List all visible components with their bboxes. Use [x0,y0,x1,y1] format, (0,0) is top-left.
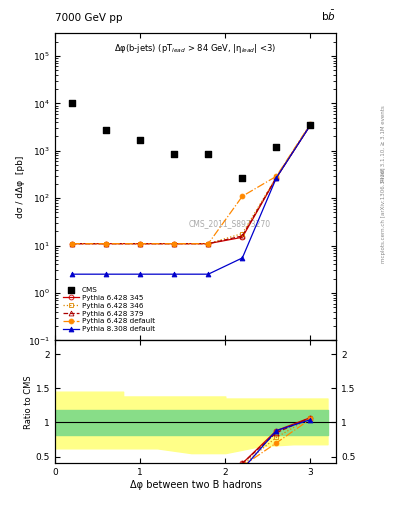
Pythia 6.428 345 [206,241,211,247]
Pythia 6.428 345 [138,241,143,247]
Pythia 8.308 default [172,271,176,278]
Pythia 6.428 345 [274,175,279,181]
Pythia 6.428 default [138,241,143,247]
Pythia 6.428 379 [138,241,143,247]
Pythia 6.428 346 [240,230,245,237]
Pythia 6.428 346 [172,241,176,247]
Pythia 8.308 default [70,271,74,278]
Pythia 6.428 default [206,241,211,247]
Pythia 6.428 379 [104,241,108,247]
Text: Δφ(b-jets) (pT$_{lead}$ > 84 GeV, |η$_{lead}$| <3): Δφ(b-jets) (pT$_{lead}$ > 84 GeV, |η$_{l… [114,42,277,55]
Pythia 8.308 default [240,255,245,261]
Text: Rivet 3.1.10, ≥ 3.1M events: Rivet 3.1.10, ≥ 3.1M events [381,105,386,182]
Y-axis label: Ratio to CMS: Ratio to CMS [24,375,33,429]
Line: Pythia 6.428 346: Pythia 6.428 346 [70,122,313,246]
Pythia 6.428 379 [240,233,245,239]
Pythia 6.428 379 [274,174,279,180]
Pythia 6.428 346 [104,241,108,247]
Pythia 6.428 default [172,241,176,247]
Text: 7000 GeV pp: 7000 GeV pp [55,13,123,23]
CMS [307,121,314,129]
Line: Pythia 6.428 default: Pythia 6.428 default [70,121,313,246]
CMS [137,136,143,144]
Pythia 6.428 346 [70,241,74,247]
Pythia 6.428 346 [138,241,143,247]
Line: Pythia 8.308 default: Pythia 8.308 default [70,122,313,276]
Pythia 8.308 default [206,271,211,278]
Pythia 6.428 346 [206,241,211,247]
Pythia 6.428 379 [172,241,176,247]
CMS [205,150,211,158]
Text: CMS_2011_S8973270: CMS_2011_S8973270 [188,219,270,228]
Pythia 6.428 default [240,193,245,199]
Pythia 6.428 default [104,241,108,247]
Pythia 6.428 345 [308,122,313,128]
CMS [273,143,279,151]
Pythia 8.308 default [138,271,143,278]
X-axis label: Δφ between two B hadrons: Δφ between two B hadrons [130,480,261,490]
Legend: CMS, Pythia 6.428 345, Pythia 6.428 346, Pythia 6.428 379, Pythia 6.428 default,: CMS, Pythia 6.428 345, Pythia 6.428 346,… [61,286,156,334]
Pythia 6.428 345 [172,241,176,247]
Line: Pythia 6.428 379: Pythia 6.428 379 [70,122,313,246]
Pythia 6.428 345 [104,241,108,247]
Pythia 6.428 default [308,121,313,127]
CMS [69,99,75,108]
Line: Pythia 6.428 345: Pythia 6.428 345 [70,122,313,246]
Pythia 6.428 379 [70,241,74,247]
Pythia 6.428 345 [70,241,74,247]
Pythia 6.428 346 [274,174,279,180]
Text: mcplots.cern.ch [arXiv:1306.3436]: mcplots.cern.ch [arXiv:1306.3436] [381,167,386,263]
CMS [103,125,109,134]
Pythia 6.428 default [274,173,279,179]
Pythia 8.308 default [274,175,279,181]
Text: b$\bar{b}$: b$\bar{b}$ [321,9,336,23]
Pythia 6.428 345 [240,234,245,240]
Pythia 6.428 default [70,241,74,247]
Pythia 8.308 default [104,271,108,278]
Y-axis label: dσ / dΔφ  [pb]: dσ / dΔφ [pb] [16,156,25,218]
Pythia 6.428 379 [206,241,211,247]
Pythia 6.428 379 [308,121,313,127]
Pythia 8.308 default [308,122,313,128]
CMS [239,174,246,182]
Pythia 6.428 346 [308,121,313,127]
CMS [171,150,177,158]
